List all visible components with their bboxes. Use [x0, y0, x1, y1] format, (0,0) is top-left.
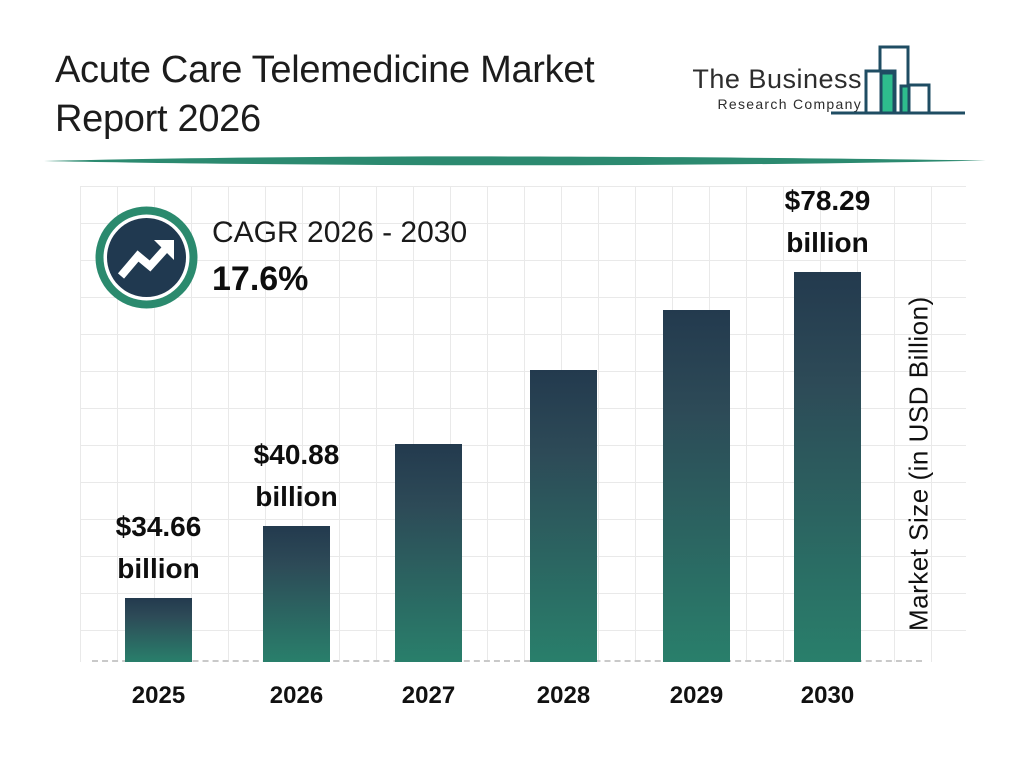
x-axis-label-2028: 2028 — [536, 682, 591, 709]
page-title: Acute Care Telemedicine Market Report 20… — [55, 46, 675, 144]
bar-2030 — [794, 272, 861, 662]
logo-subname: Research Company — [717, 96, 862, 112]
bar-2029 — [663, 310, 730, 662]
x-axis-label-2026: 2026 — [269, 682, 324, 709]
bar-buildings-logo-icon — [831, 45, 965, 115]
page-title-line1: Acute Care Telemedicine Market — [55, 49, 595, 91]
x-axis-label-2025: 2025 — [131, 682, 186, 709]
x-axis-label-2029: 2029 — [669, 682, 724, 709]
x-axis-label-2027: 2027 — [401, 682, 456, 709]
trending-up-icon — [95, 206, 198, 309]
y-axis-label: Market Size (in USD Billion) — [903, 296, 934, 632]
company-logo: The Business Research Company — [692, 60, 980, 130]
cagr-period-label: CAGR 2026 - 2030 — [212, 216, 468, 249]
bar-value-label-2026: $40.88 billion — [253, 439, 340, 512]
bar-value-label-2025: $34.66 billion — [115, 511, 202, 584]
page-title-line2: Report 2026 — [55, 98, 261, 140]
bar-value-label-2030: $78.29 billion — [784, 185, 871, 258]
tapered-divider-line — [44, 156, 986, 166]
bar-2027 — [395, 444, 462, 662]
bar-2028 — [530, 370, 597, 662]
cagr-value: 17.6% — [212, 260, 309, 298]
bar-2025 — [125, 598, 192, 662]
x-axis-label-2030: 2030 — [800, 682, 855, 709]
logo-name: The Business — [692, 64, 862, 94]
chart-baseline-dashed — [92, 660, 922, 662]
bar-2026 — [263, 526, 330, 662]
